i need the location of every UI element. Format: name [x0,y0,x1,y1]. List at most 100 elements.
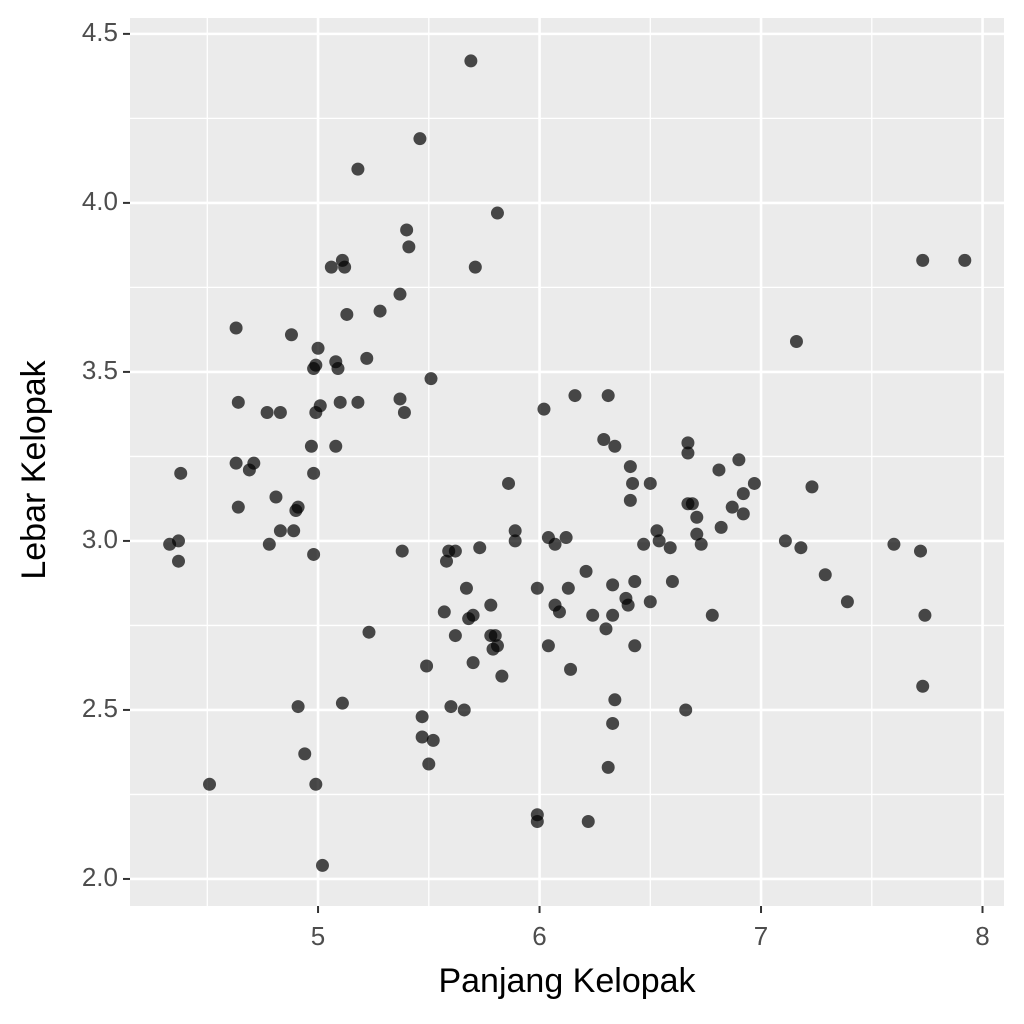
point [309,358,323,372]
point [736,487,750,501]
point [231,395,245,409]
point [260,405,274,419]
point [351,395,365,409]
point [335,696,349,710]
point [393,392,407,406]
point [333,395,347,409]
point [818,568,832,582]
point [916,253,930,267]
point [231,500,245,514]
point [307,466,321,480]
y-tick-label: 3.5 [82,355,118,385]
point [488,629,502,643]
x-tick-label: 6 [532,921,546,951]
point [373,304,387,318]
point [415,710,429,724]
point [794,541,808,555]
panel [130,18,1004,906]
point [601,760,615,774]
point [172,534,186,548]
point [805,480,819,494]
point [530,581,544,595]
point [714,520,728,534]
point [541,639,555,653]
y-axis-title: Lebar Kelopak [15,359,53,579]
point [298,747,312,761]
point [681,436,695,450]
point [508,524,522,538]
point [679,703,693,717]
point [628,639,642,653]
point [307,547,321,561]
point [705,608,719,622]
point [568,389,582,403]
y-tick-label: 2.5 [82,693,118,723]
point [313,399,327,413]
y-tick-label: 3.0 [82,524,118,554]
point [606,716,620,730]
point [690,527,704,541]
point [608,693,622,707]
point [747,476,761,490]
point [473,541,487,555]
point [466,608,480,622]
point [606,578,620,592]
point [637,537,651,551]
point [559,531,573,545]
point [530,814,544,828]
point [304,439,318,453]
point [273,524,287,538]
point [623,493,637,507]
point [643,476,657,490]
point [685,497,699,511]
point [663,541,677,555]
point [652,534,666,548]
point [887,537,901,551]
point [958,253,972,267]
x-tick-label: 5 [311,921,325,951]
point [537,402,551,416]
point [448,544,462,558]
point [508,534,522,548]
point [608,439,622,453]
point [628,574,642,588]
point [397,405,411,419]
point [247,456,261,470]
point [579,564,593,578]
point [466,656,480,670]
point [623,460,637,474]
point [229,321,243,335]
point [315,858,329,872]
x-axis-title: Panjang Kelopak [438,962,696,1000]
point [464,54,478,68]
x-tick-label: 7 [754,921,768,951]
point [626,476,640,490]
y-tick-label: 4.0 [82,186,118,216]
point [548,537,562,551]
point [484,598,498,612]
point [621,598,635,612]
y-tick-label: 4.5 [82,17,118,47]
point [490,639,504,653]
point [916,679,930,693]
point [495,669,509,683]
point [422,757,436,771]
point [601,389,615,403]
point [913,544,927,558]
point [362,625,376,639]
point [351,162,365,176]
point [789,334,803,348]
point [287,524,301,538]
point [420,659,434,673]
point [444,700,458,714]
point [778,534,792,548]
x-tick-label: 8 [975,921,989,951]
point [665,574,679,588]
point [650,524,664,538]
point [599,622,613,636]
point [459,581,473,595]
point [490,206,504,220]
y-tick-label: 2.0 [82,862,118,892]
point [329,439,343,453]
point [712,463,726,477]
